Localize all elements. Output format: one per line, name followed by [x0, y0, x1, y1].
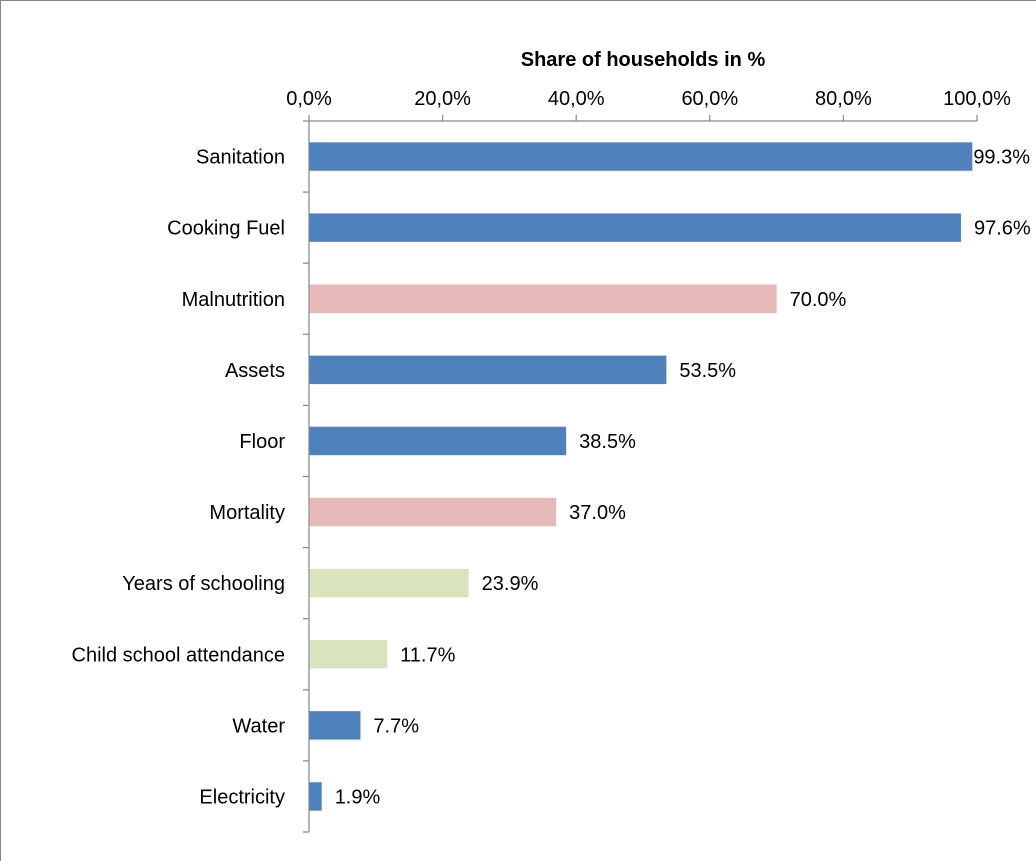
category-label: Electricity: [199, 786, 285, 808]
bar-water: [309, 711, 361, 740]
bar-assets: [309, 355, 667, 385]
category-label: Malnutrition: [182, 289, 285, 311]
bar-cooking-fuel: [309, 213, 961, 242]
data-label: 7.7%: [373, 715, 419, 737]
x-axis-ticks: 0,0% 20,0% 40,0% 60,0% 80,0% 100,0%: [286, 88, 1011, 833]
bars: [309, 142, 973, 811]
data-label: 97.6%: [974, 218, 1031, 240]
bar-floor: [309, 426, 567, 456]
x-axis-title: Share of households in %: [521, 49, 766, 71]
category-label: Cooking Fuel: [167, 218, 285, 240]
labels: Sanitation 99.3% Cooking Fuel 97.6% Malnutri…: [72, 147, 1031, 809]
bar-electricity: [309, 782, 322, 811]
bar-sanitation: [309, 142, 973, 171]
data-label: 38.5%: [579, 431, 636, 453]
category-label: Assets: [225, 360, 285, 382]
x-tick-label: 60,0%: [681, 88, 738, 110]
x-tick-label: 80,0%: [815, 88, 872, 110]
data-label: 23.9%: [482, 573, 539, 595]
category-label: Floor: [239, 431, 285, 453]
bar-child-school-attendance: [309, 640, 388, 669]
data-label: 99.3%: [973, 147, 1030, 169]
bar-malnutrition: [309, 284, 777, 313]
x-tick-label: 0,0%: [286, 88, 332, 110]
category-label: Years of schooling: [122, 573, 285, 595]
x-tick-label: 40,0%: [548, 88, 605, 110]
x-tick-label: 100,0%: [943, 88, 1011, 110]
x-tick-label: 20,0%: [414, 88, 471, 110]
bar-years-of-schooling: [309, 568, 469, 598]
data-label: 37.0%: [569, 502, 626, 524]
data-label: 53.5%: [679, 360, 736, 382]
bar-mortality: [309, 497, 557, 527]
data-label: 70.0%: [790, 289, 847, 311]
category-label: Water: [232, 715, 285, 737]
category-label: Child school attendance: [72, 644, 285, 666]
category-label: Sanitation: [196, 147, 285, 169]
category-label: Mortality: [209, 502, 285, 524]
data-label: 11.7%: [400, 644, 455, 666]
data-label: 1.9%: [335, 786, 381, 808]
